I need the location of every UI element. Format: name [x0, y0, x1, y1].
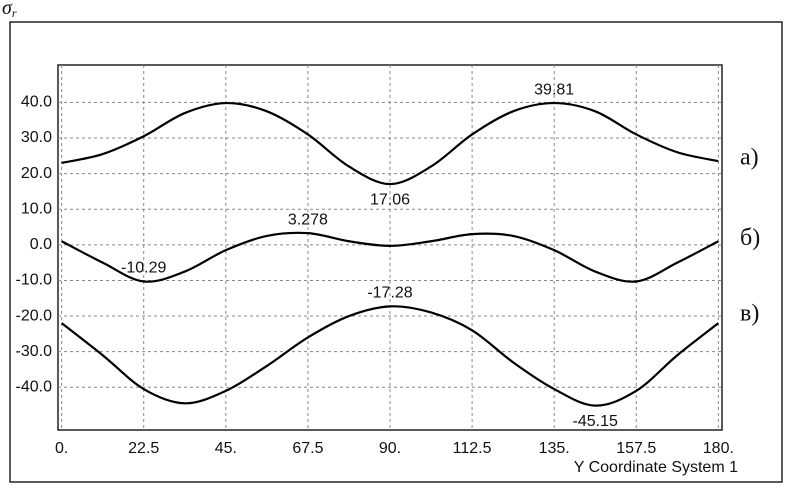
series-label: а): [740, 145, 759, 171]
y-tick-label: -10.0: [16, 272, 53, 289]
y-tick-label: -40.0: [16, 378, 53, 395]
line-series: [60, 305, 720, 407]
series-label: в): [740, 301, 759, 327]
y-tick-label: 0.0: [30, 236, 52, 253]
y-tick-label: -20.0: [16, 307, 53, 324]
x-tick-label: 67.5: [292, 440, 323, 457]
x-tick-label: 180.: [703, 440, 734, 457]
data-label: -10.29: [121, 260, 166, 277]
y-tick-label: 30.0: [21, 129, 52, 146]
x-axis-label: Y Coordinate System 1: [574, 459, 738, 476]
y-tick-label: 20.0: [21, 165, 52, 182]
data-label: 3.278: [288, 211, 328, 228]
data-label: -45.15: [573, 413, 618, 430]
line-series: [61, 101, 719, 186]
line-series: [61, 231, 719, 283]
y-tick-label: 10.0: [21, 200, 52, 217]
x-tick-label: 135.: [539, 440, 570, 457]
frame: [9, 21, 783, 483]
data-label: -17.28: [367, 285, 412, 302]
x-tick-label: 112.5: [453, 440, 492, 457]
y-tick-label: -30.0: [16, 343, 53, 360]
series-label: б): [740, 225, 760, 251]
chart-title: σr: [2, 0, 17, 20]
x-tick-label: 22.5: [128, 440, 159, 457]
data-label: 39.81: [534, 81, 574, 98]
x-tick-label: 0.: [55, 440, 68, 457]
x-tick-label: 157.5: [616, 440, 656, 457]
x-tick-label: 45.: [215, 440, 237, 457]
y-tick-label: 40.0: [21, 94, 52, 111]
data-label: 17.06: [370, 191, 410, 208]
x-tick-label: 90.: [379, 440, 401, 457]
